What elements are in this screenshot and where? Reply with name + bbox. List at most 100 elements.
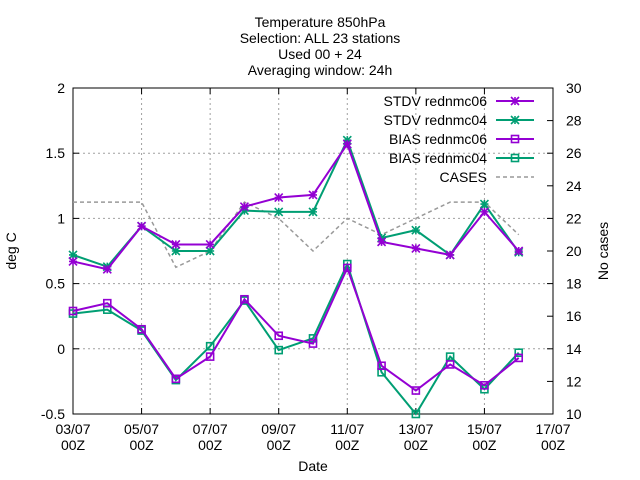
- x-tick-label: 03/07: [55, 421, 90, 437]
- legend-label: STDV rednmc04: [384, 112, 488, 128]
- y-tick-label: 1.5: [46, 145, 66, 161]
- legend-marker: [510, 134, 520, 144]
- y2-tick-label: 14: [566, 341, 582, 357]
- data-point: [68, 250, 78, 260]
- legend-label: STDV rednmc06: [384, 93, 488, 109]
- data-point: [102, 298, 112, 308]
- data-point: [239, 202, 249, 212]
- series-stdv-rednmc06: [68, 139, 524, 274]
- legend-label: BIAS rednmc04: [389, 150, 487, 166]
- legend-marker: [510, 153, 520, 163]
- y2-axis-label: No cases: [595, 222, 611, 280]
- y2-tick-label: 16: [566, 308, 582, 324]
- data-point: [68, 256, 78, 266]
- legend: STDV rednmc06 STDV rednmc04 BIAS rednmc06 B…: [384, 93, 534, 185]
- y-axis-label: deg C: [3, 232, 19, 269]
- x-tick-label: 00Z: [472, 437, 497, 453]
- y2-tick-label: 26: [566, 145, 582, 161]
- x-tick-label: 00Z: [61, 437, 86, 453]
- series-cases: [73, 201, 520, 269]
- x-tick-label: 17/07: [535, 421, 570, 437]
- legend-entry-stdv-rednmc06: STDV rednmc06: [384, 93, 534, 109]
- data-point: [205, 341, 215, 351]
- x-axis-ticks: 03/0700Z05/0700Z07/0700Z09/0700Z11/0700Z…: [55, 88, 571, 453]
- series-line: [72, 141, 520, 271]
- y2-tick-label: 24: [566, 178, 582, 194]
- series-line: [72, 265, 520, 392]
- x-tick-label: 00Z: [130, 437, 155, 453]
- y-tick-label: 0: [57, 341, 65, 357]
- data-point: [377, 361, 386, 371]
- data-point: [479, 199, 489, 209]
- data-point: [171, 374, 181, 384]
- data-point: [274, 207, 284, 217]
- data-point: [445, 250, 455, 260]
- data-point: [411, 225, 421, 235]
- x-tick-label: 00Z: [335, 437, 360, 453]
- data-point: [274, 345, 284, 355]
- data-point: [411, 243, 421, 253]
- data-point: [342, 139, 352, 149]
- y2-tick-label: 30: [566, 80, 582, 96]
- data-point: [445, 360, 455, 369]
- data-point: [514, 353, 524, 363]
- y-tick-label: 0.5: [46, 276, 66, 292]
- data-point: [342, 263, 352, 273]
- data-point: [514, 246, 524, 256]
- x-tick-label: 09/07: [261, 421, 296, 437]
- series: [68, 135, 524, 419]
- data-point: [205, 239, 215, 250]
- data-point: [240, 294, 249, 304]
- data-point: [411, 386, 421, 395]
- data-point: [205, 352, 215, 361]
- series-line: [73, 201, 520, 269]
- y-axis-ticks: -0.5 0 0.5 1 1.5 2: [41, 80, 79, 422]
- x-tick-label: 00Z: [267, 437, 292, 453]
- data-point: [137, 221, 147, 231]
- title-line: Temperature 850hPa: [255, 14, 386, 30]
- y-tick-label: 2: [57, 80, 65, 96]
- x-tick-label: 00Z: [541, 437, 566, 453]
- title-line: Averaging window: 24h: [248, 62, 393, 78]
- legend-entry-cases: CASES: [440, 169, 534, 185]
- x-axis-label: Date: [298, 458, 328, 474]
- y2-axis-ticks: 10 12 14 16 18 20 22 24 26 28 30: [547, 80, 582, 422]
- x-tick-label: 11/07: [330, 421, 364, 437]
- y2-tick-label: 10: [566, 406, 582, 422]
- title-line: Used 00 + 24: [278, 46, 362, 62]
- x-tick-label: 13/07: [398, 421, 433, 437]
- data-point: [274, 331, 284, 341]
- legend-marker: [510, 115, 520, 125]
- y-tick-label: -0.5: [41, 406, 65, 422]
- legend-entry-bias-rednmc06: BIAS rednmc06: [389, 131, 534, 147]
- legend-entry-bias-rednmc04: BIAS rednmc04: [389, 150, 534, 166]
- data-point: [479, 207, 489, 217]
- data-point: [308, 207, 318, 217]
- x-tick-label: 00Z: [404, 437, 429, 453]
- data-point: [171, 246, 181, 256]
- data-point: [308, 339, 318, 348]
- y2-tick-label: 12: [566, 373, 582, 389]
- data-point: [514, 348, 524, 358]
- legend-marker: [510, 96, 520, 106]
- data-point: [205, 246, 215, 256]
- data-point: [480, 381, 489, 390]
- x-tick-label: 07/07: [193, 421, 228, 437]
- data-point: [274, 192, 284, 203]
- y2-tick-label: 18: [566, 276, 582, 292]
- x-tick-label: 15/07: [467, 421, 502, 437]
- data-point: [308, 190, 318, 200]
- data-point: [445, 352, 455, 361]
- data-point: [68, 306, 78, 316]
- y-tick-label: 1: [57, 210, 65, 226]
- x-tick-label: 05/07: [124, 421, 159, 437]
- legend-label: CASES: [440, 169, 487, 185]
- legend-label: BIAS rednmc06: [389, 131, 487, 147]
- series-bias-rednmc06: [68, 263, 524, 395]
- y2-tick-label: 28: [566, 113, 582, 129]
- x-tick-label: 00Z: [198, 437, 223, 453]
- data-point: [411, 409, 421, 419]
- data-point: [137, 324, 146, 334]
